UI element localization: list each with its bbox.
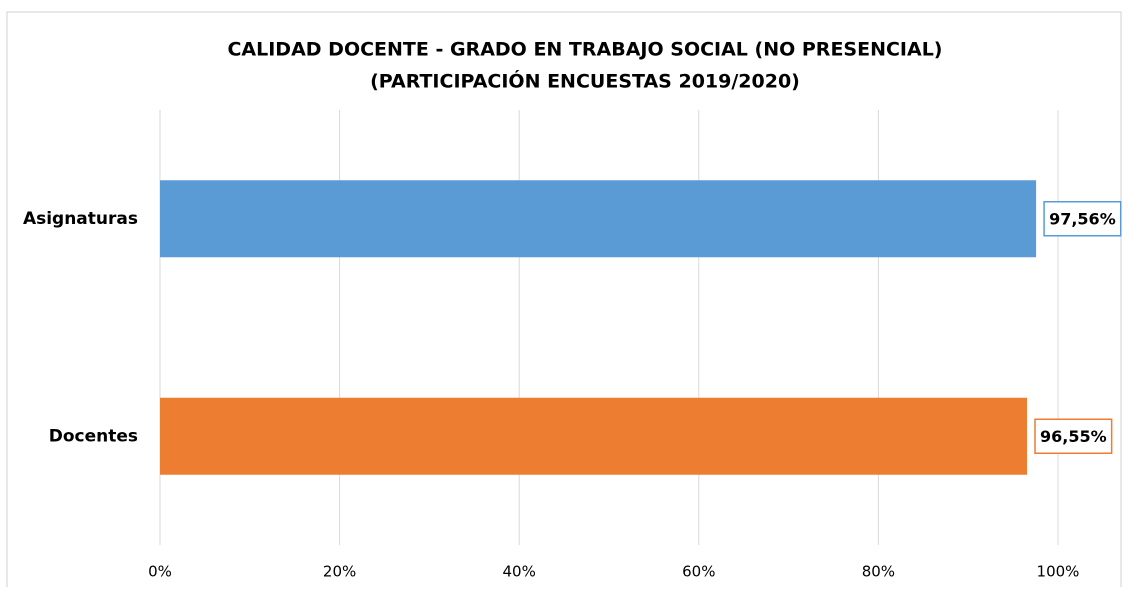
bar bbox=[160, 180, 1037, 258]
value-label: 97,56% bbox=[1049, 209, 1116, 228]
chart-title: CALIDAD DOCENTE - GRADO EN TRABAJO SOCIA… bbox=[227, 39, 942, 61]
x-tick-label: 40% bbox=[503, 563, 536, 581]
value-label-box bbox=[1043, 201, 1122, 237]
y-tick-label: Docentes bbox=[49, 426, 138, 446]
x-tick-label: 100% bbox=[1037, 563, 1080, 581]
value-label: 96,55% bbox=[1040, 427, 1107, 446]
chart-frame bbox=[6, 11, 1122, 591]
x-tick-label: 60% bbox=[682, 563, 715, 581]
x-tick-label: 80% bbox=[862, 563, 895, 581]
x-tick-label: 20% bbox=[323, 563, 356, 581]
bar bbox=[160, 397, 1028, 475]
x-tick-label: 0% bbox=[148, 563, 172, 581]
value-label-box bbox=[1034, 418, 1113, 454]
y-tick-label: Asignaturas bbox=[23, 209, 138, 229]
chart-subtitle: (PARTICIPACIÓN ENCUESTAS 2019/2020) bbox=[370, 69, 800, 93]
